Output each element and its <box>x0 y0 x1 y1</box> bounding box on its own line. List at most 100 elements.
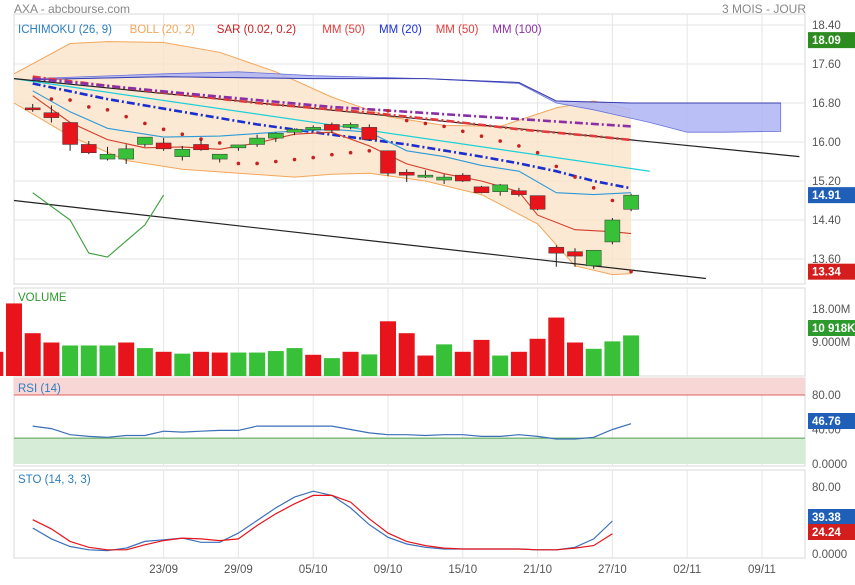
candle-up <box>436 176 452 181</box>
volume-bar-down <box>548 317 565 376</box>
volume-bar-down <box>193 351 209 376</box>
volume-y-tick: 9.000M <box>812 337 850 349</box>
sto-k-tag: 39.38 <box>812 512 841 524</box>
candle-up <box>585 249 602 267</box>
legend-item: SAR (0.02, 0.2) <box>217 24 296 36</box>
bollinger-lower-line <box>13 102 632 276</box>
rsi-y-tick: 0.0000 <box>812 459 847 471</box>
candle-up <box>286 129 303 133</box>
legend-item: MM (20) <box>379 24 422 36</box>
sar-dot <box>292 157 297 162</box>
volume-bar-up <box>174 353 191 376</box>
volume-bar-down <box>510 351 527 376</box>
series-line-mm-20- <box>32 82 632 190</box>
candle-up <box>342 124 359 128</box>
volume-bar-up <box>249 352 266 376</box>
volume-bar-down <box>155 351 172 376</box>
candle-down <box>529 195 546 210</box>
candle-up <box>211 153 228 160</box>
sar-dot <box>330 152 334 157</box>
price-y-tick: 16.80 <box>812 98 841 110</box>
x-axis-label: 09/10 <box>374 564 403 576</box>
sar-dot <box>554 164 559 169</box>
sar-dot <box>535 150 540 155</box>
candle-up <box>230 144 247 149</box>
rsi-y-tick: 80.00 <box>812 390 841 402</box>
volume-bar-down <box>342 351 359 376</box>
sar-dot <box>498 139 503 143</box>
legend-item: MM (50) <box>436 24 479 36</box>
volume-bar-up <box>361 354 378 376</box>
candle-up <box>137 136 153 145</box>
volume-bar-down <box>305 354 322 376</box>
sar-dot <box>124 114 128 119</box>
sar-dot <box>49 97 54 101</box>
candle-down <box>473 186 490 193</box>
volume-bar-up <box>286 348 303 376</box>
candle-up <box>492 184 508 192</box>
series-line-chikou <box>32 192 165 258</box>
sto-d-tag-bg <box>808 524 855 540</box>
sto-panel-frame <box>13 469 806 559</box>
sar-dot <box>404 118 409 123</box>
volume-bar-down <box>6 303 22 376</box>
candle-down <box>548 247 565 254</box>
candle-up <box>604 219 621 243</box>
sar-dot <box>479 134 484 138</box>
sar-dot <box>461 129 465 134</box>
volume-bar-up <box>62 345 79 376</box>
rsi-title: RSI (14) <box>18 383 61 395</box>
sar-dot <box>217 141 222 145</box>
candle-down <box>193 144 209 151</box>
sto-title: STO (14, 3, 3) <box>18 474 91 486</box>
price-y-tick: 16.00 <box>812 137 841 149</box>
price-low-tag: 13.34 <box>812 267 841 279</box>
sar-dot <box>274 159 278 164</box>
sto-k-tag-bg <box>808 509 855 525</box>
price-last-tag: 14.91 <box>812 190 841 202</box>
candle-down <box>43 112 60 118</box>
sar-dot <box>143 121 147 126</box>
sar-dot <box>180 132 185 136</box>
volume-bar-up <box>436 344 453 376</box>
legend-item: BOLL (20, 2) <box>130 24 196 36</box>
volume-bar-up <box>604 341 621 376</box>
symbol-label: AXA - abcbourse.com <box>14 2 130 16</box>
price-y-tick: 15.20 <box>812 176 841 188</box>
candle-up <box>623 194 639 210</box>
sar-dot <box>367 148 372 153</box>
volume-tag: 10 918K <box>812 323 855 335</box>
candle-down <box>511 190 527 195</box>
x-axis-label: 09/11 <box>748 564 776 576</box>
volume-bar-up <box>80 345 97 376</box>
bollinger-upper-line <box>13 41 632 127</box>
volume-bar-up <box>585 348 602 376</box>
series-line-mm-100- <box>32 77 632 128</box>
volume-title: VOLUME <box>18 292 67 304</box>
volume-bar-down <box>529 338 546 376</box>
candle-down <box>24 107 41 111</box>
price-y-tick: 14.40 <box>812 215 841 227</box>
candle-up <box>268 132 284 139</box>
sar-dot <box>442 124 446 129</box>
sto-line-d <box>32 494 613 551</box>
volume-bar-up <box>623 335 640 376</box>
candle-down <box>567 251 583 257</box>
volume-tag-bg <box>808 320 855 336</box>
legend-item: MM (50) <box>322 24 365 36</box>
candle-up <box>305 127 321 131</box>
price-y-tick: 17.60 <box>812 59 841 71</box>
series-line-kijun <box>32 95 632 235</box>
x-axis-label: 21/10 <box>523 564 552 576</box>
price-y-tick: 13.60 <box>812 254 841 266</box>
candle-down <box>380 150 396 174</box>
sar-dot <box>573 175 577 179</box>
sar-dot <box>348 150 353 155</box>
candle-up <box>417 174 434 178</box>
volume-bar-up <box>136 348 153 376</box>
ichimoku-span-a <box>32 76 781 104</box>
candle-down <box>361 127 378 140</box>
sar-dot <box>517 144 521 148</box>
volume-bar-down <box>43 342 60 376</box>
